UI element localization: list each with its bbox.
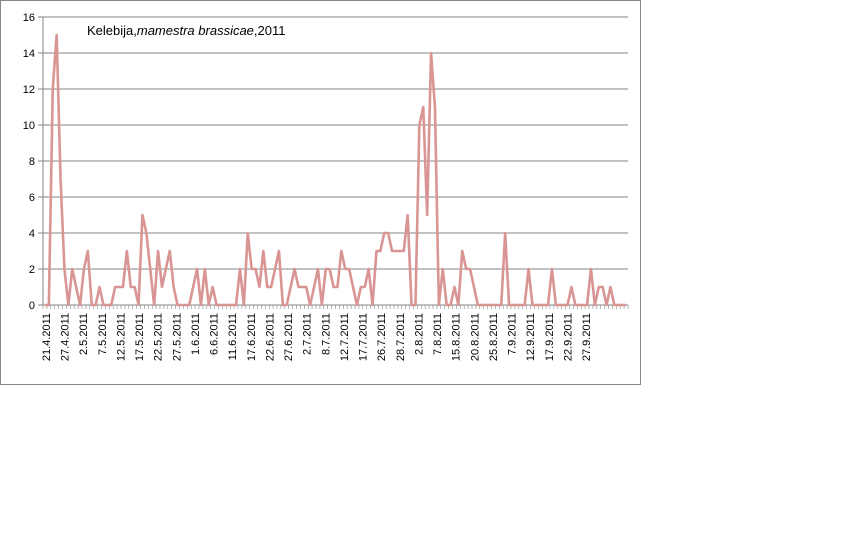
- x-tick-label: 12.7.2011: [339, 313, 351, 361]
- x-tick-label: 22.6.2011: [264, 313, 276, 361]
- x-tick-label: 22.5.2011: [153, 313, 165, 361]
- x-tick-label: 27.6.2011: [283, 313, 295, 361]
- x-tick-label: 21.4.2011: [41, 313, 53, 361]
- y-tick-label: 0: [29, 300, 35, 312]
- x-tick-label: 11.6.2011: [227, 313, 239, 360]
- x-tick-label: 8.7.2011: [320, 313, 332, 355]
- x-tick-label: 15.8.2011: [451, 313, 463, 361]
- x-tick-label: 27.9.2011: [581, 313, 593, 361]
- x-tick-label: 6.6.2011: [209, 313, 221, 355]
- x-tick-label: 12.5.2011: [115, 313, 127, 361]
- x-axis: [42, 17, 629, 309]
- x-tick-label: 17.6.2011: [246, 313, 258, 361]
- x-tick-label: 27.4.2011: [60, 313, 72, 361]
- x-tick-label: 26.7.2011: [376, 313, 388, 361]
- chart-canvas: 0 2 4 6 8 10 12 14 16 21.4.2011 27.4.2011 2.5.2011…: [23, 12, 629, 361]
- x-tick-label: 17.7.2011: [358, 313, 370, 361]
- x-tick-label: 22.9.2011: [562, 313, 574, 361]
- y-tick-label: 16: [23, 12, 35, 24]
- y-tick-label: 6: [29, 192, 35, 204]
- x-tick-label: 2.5.2011: [78, 313, 90, 355]
- x-tick-label: 20.8.2011: [469, 313, 481, 361]
- chart-title: Kelebija,mamestra brassicae,2011: [87, 23, 286, 38]
- x-tick-label: 17.5.2011: [134, 313, 146, 361]
- x-tick-label: 28.7.2011: [395, 313, 407, 361]
- x-tick-label: 7.5.2011: [97, 313, 109, 355]
- y-tick-label: 10: [23, 120, 35, 132]
- x-axis-ticks: 21.4.2011 27.4.2011 2.5.2011 7.5.2011 12.5.2…: [41, 313, 593, 361]
- x-tick-label: 1.6.2011: [190, 313, 202, 355]
- y-tick-label: 2: [29, 264, 35, 276]
- x-tick-label: 2.7.2011: [302, 313, 314, 355]
- chart-frame: 0 2 4 6 8 10 12 14 16 21.4.2011 27.4.2011 2.5.2011…: [0, 0, 641, 385]
- x-tick-label: 12.9.2011: [525, 313, 537, 361]
- y-tick-label: 8: [29, 156, 35, 168]
- x-tick-label: 7.8.2011: [432, 313, 444, 355]
- x-tick-label: 2.8.2011: [413, 313, 425, 355]
- x-tick-label: 7.9.2011: [507, 313, 519, 355]
- y-tick-label: 4: [29, 228, 35, 240]
- y-axis-ticks: 0 2 4 6 8 10 12 14 16: [23, 12, 35, 312]
- series-line: [44, 33, 627, 307]
- y-tick-label: 12: [23, 84, 35, 96]
- x-tick-label: 25.8.2011: [488, 313, 500, 361]
- x-tick-label: 17.9.2011: [544, 313, 556, 361]
- y-tick-label: 14: [23, 48, 35, 60]
- x-tick-label: 27.5.2011: [171, 313, 183, 361]
